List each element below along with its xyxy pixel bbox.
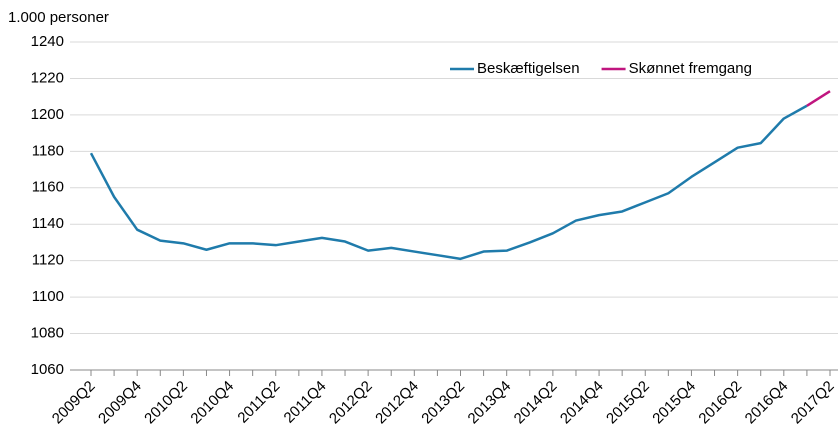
x-tick-label: 2011Q2 (234, 378, 283, 427)
y-tick-label: 1120 (32, 252, 64, 269)
y-tick-label: 1200 (31, 106, 64, 123)
x-tick-label: 2017Q2 (788, 378, 838, 428)
legend-label: Beskæftigelsen (477, 60, 580, 77)
x-tick-label: 2014Q2 (511, 378, 561, 428)
x-tick-label: 2015Q4 (649, 378, 699, 428)
y-tick-label: 1100 (32, 288, 64, 305)
y-axis-label: 1.000 personer (8, 9, 109, 26)
x-tick-label: 2014Q4 (557, 378, 607, 428)
y-tick-label: 1220 (31, 69, 64, 86)
legend-label: Skønnet fremgang (629, 60, 752, 77)
x-tick-label: 2010Q2 (141, 378, 191, 428)
x-tick-label: 2011Q4 (281, 378, 330, 427)
line-series (89, 104, 808, 261)
y-tick-label: 1240 (31, 33, 64, 50)
x-tick-label: 2010Q4 (187, 378, 237, 428)
y-tick-label: 1160 (32, 179, 64, 196)
x-tick-label: 2012Q4 (372, 378, 422, 428)
x-tick-label: 2013Q2 (418, 378, 468, 428)
line-series (806, 90, 831, 107)
y-tick-label: 1080 (31, 325, 64, 342)
x-tick-label: 2016Q2 (695, 378, 745, 428)
x-tick-label: 2009Q2 (49, 378, 99, 428)
y-tick-label: 1140 (32, 215, 64, 232)
x-tick-label: 2015Q2 (603, 378, 653, 428)
x-tick-label: 2013Q4 (465, 378, 515, 428)
x-tick-label: 2009Q4 (95, 378, 145, 428)
x-tick-label: 2012Q2 (326, 378, 376, 428)
y-tick-label: 1060 (31, 361, 64, 378)
y-tick-label: 1180 (32, 142, 64, 159)
x-tick-label: 2016Q4 (742, 378, 792, 428)
